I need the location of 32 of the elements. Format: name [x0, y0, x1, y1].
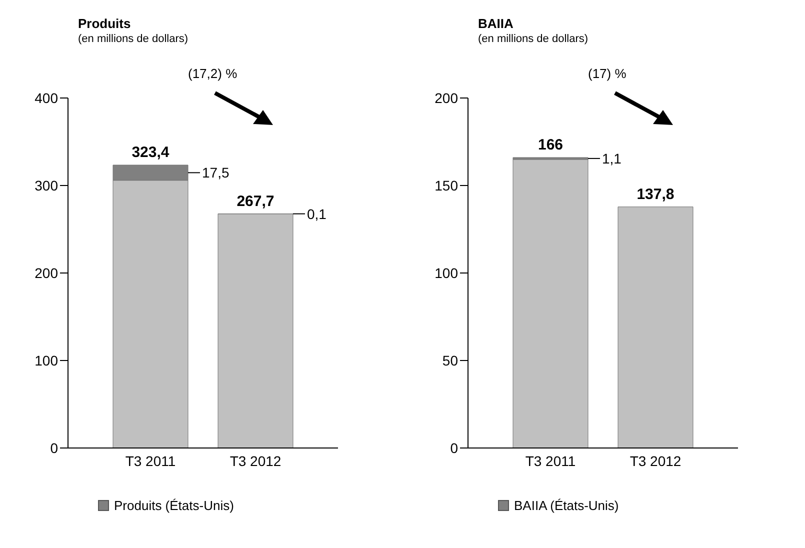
total-label: 323,4	[132, 144, 170, 162]
x-tick-label: T3 2011	[125, 452, 176, 469]
text: (17,2) %	[188, 66, 238, 81]
x-tick-label: T3 2012	[630, 452, 682, 469]
y-tick-label: 100	[34, 352, 58, 368]
data-label: 0,1	[307, 206, 327, 222]
total-label: 137,8	[636, 186, 674, 203]
chart-subtitle: (en millions de dollars)	[78, 33, 188, 45]
total-label: 267,7	[236, 192, 274, 210]
y-tick-label: 200	[434, 90, 458, 106]
y-tick-label: 50	[442, 352, 458, 368]
bar	[618, 206, 694, 448]
y-tick-label: 0	[50, 440, 58, 456]
y-tick-label: 100	[434, 264, 458, 281]
y-tick-label: 400	[34, 90, 58, 106]
data-label: 1,1	[602, 150, 622, 166]
legend-label: Produits (États-Unis)	[114, 498, 234, 513]
bar	[512, 159, 588, 448]
y-tick-label: 200	[34, 264, 58, 281]
data-label: 17,5	[202, 164, 230, 181]
y-tick-label: 300	[34, 177, 58, 194]
bar	[218, 214, 294, 448]
chart-subtitle: (en millions de dollars)	[478, 33, 588, 45]
legend-label: BAIIA (États-Unis)	[514, 498, 619, 513]
x-tick-label: T3 2011	[525, 452, 576, 469]
total-label: 166	[538, 136, 564, 154]
y-tick-label: 0	[450, 440, 458, 456]
chart-title: Produits	[78, 16, 131, 31]
y-tick-label: 150	[434, 177, 458, 194]
chart-title: BAIIA	[478, 16, 514, 31]
x-tick-label: T3 2012	[230, 452, 282, 469]
text: (17) %	[588, 66, 626, 81]
